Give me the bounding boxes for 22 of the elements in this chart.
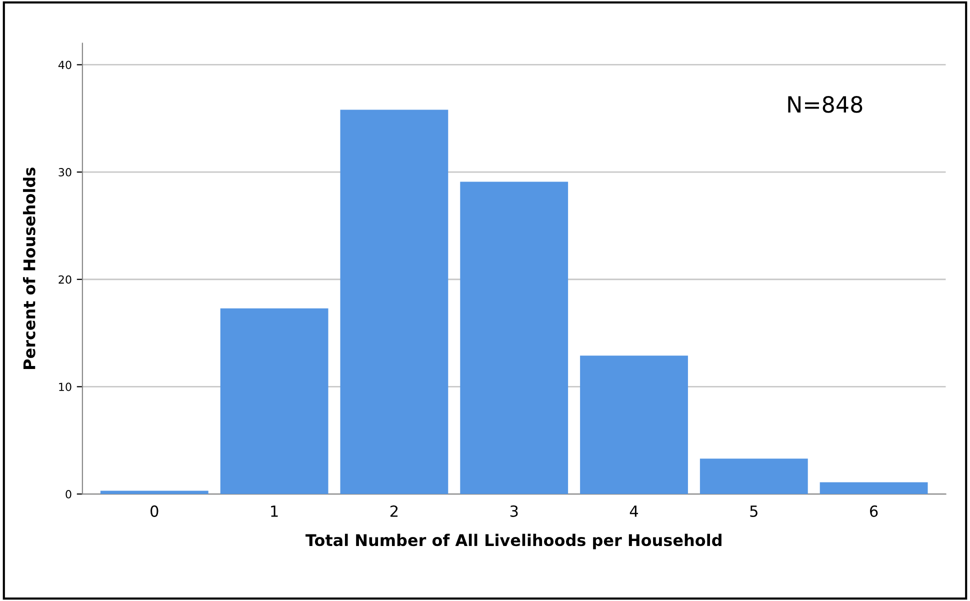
y-axis-title: Percent of Households [22, 168, 36, 369]
bar [100, 490, 208, 494]
bar [460, 182, 568, 494]
y-tick-label: 0 [66, 490, 72, 498]
y-tick-label: 10 [59, 382, 72, 392]
x-tick-label: 1 [271, 506, 278, 517]
y-tick-label: 40 [58, 60, 72, 70]
bar [820, 482, 928, 494]
x-tick-label: 6 [870, 505, 878, 517]
x-tick-label: 4 [630, 506, 638, 517]
y-tick-label: 20 [58, 275, 72, 284]
x-tick-label: 2 [390, 505, 398, 517]
bar [700, 458, 808, 494]
bar [220, 308, 328, 494]
x-axis-title: Total Number of All Livelihoods per Household [306, 534, 722, 550]
x-tick-label: 3 [510, 505, 518, 517]
annotation: N=848 [788, 96, 862, 113]
bar [580, 356, 688, 494]
x-tick-label: 0 [150, 505, 158, 517]
y-tick-label: 30 [58, 168, 72, 176]
x-tick-label: 5 [750, 506, 758, 517]
bar [340, 110, 448, 494]
